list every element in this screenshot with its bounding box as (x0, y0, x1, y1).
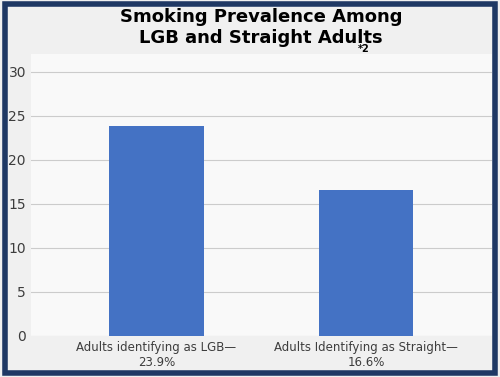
Bar (319, 190, 413, 336)
Bar (110, 126, 204, 336)
Title: Smoking Prevalence Among
LGB and Straight Adults: Smoking Prevalence Among LGB and Straigh… (120, 8, 403, 47)
Text: *2: *2 (358, 44, 370, 54)
